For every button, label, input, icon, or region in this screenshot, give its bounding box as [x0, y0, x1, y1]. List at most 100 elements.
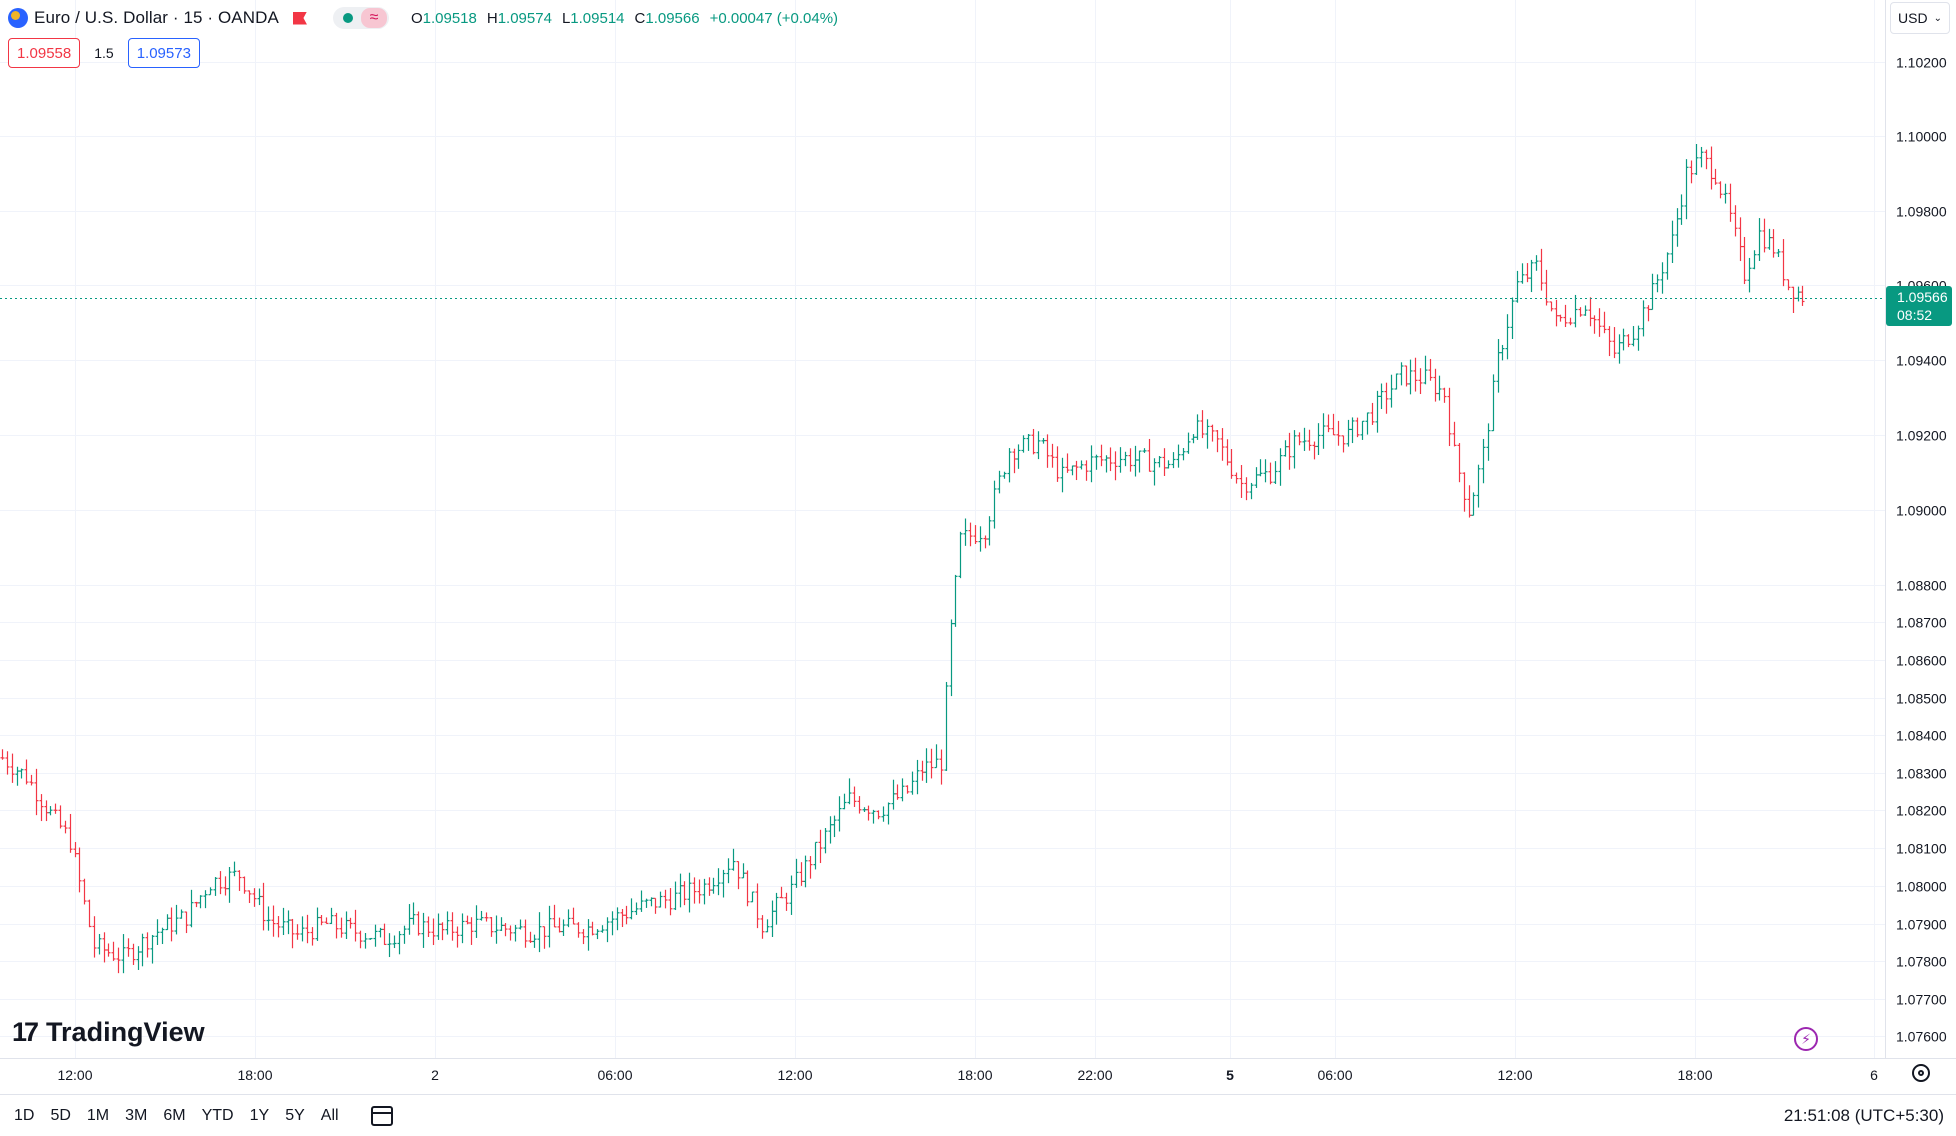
candle — [997, 470, 1002, 494]
candle — [198, 895, 203, 909]
range-5y[interactable]: 5Y — [285, 1106, 305, 1124]
candle — [1665, 252, 1670, 280]
range-all[interactable]: All — [320, 1106, 339, 1124]
candle — [68, 813, 73, 853]
candle — [1462, 472, 1467, 512]
change-value: +0.00047 (+0.04%) — [709, 9, 839, 27]
gear-icon[interactable] — [1912, 1064, 1930, 1082]
candle — [121, 934, 126, 974]
price-axis[interactable]: 1.07600 1.07700 1.07800 1.07900 1.08000 1.081… — [1896, 55, 1947, 1045]
candle — [484, 912, 489, 922]
candle — [1389, 374, 1394, 408]
candle — [1171, 452, 1176, 469]
candle — [794, 858, 799, 888]
range-1d[interactable]: 1D — [14, 1106, 35, 1124]
price-tick-label: 1.08300 — [1896, 766, 1947, 782]
candle — [958, 531, 963, 579]
candle — [329, 907, 334, 925]
candle — [1191, 434, 1196, 444]
candle — [1428, 358, 1433, 381]
candle — [581, 929, 586, 945]
candle — [1442, 387, 1447, 403]
clock[interactable]: 21:51:08 (UTC+5:30) — [1783, 1105, 1944, 1125]
candle — [910, 771, 915, 795]
candle — [77, 847, 82, 893]
candle — [334, 912, 339, 939]
candle — [1467, 485, 1472, 518]
buy-button[interactable]: 1.09573 — [127, 38, 200, 68]
range-5d[interactable]: 5D — [50, 1106, 71, 1124]
candle — [934, 744, 939, 769]
candle — [1128, 448, 1133, 472]
lightning-icon[interactable]: ⚡ — [1794, 1027, 1818, 1051]
symbol-title[interactable]: Euro / U.S. Dollar · 15 · OANDA — [34, 8, 279, 27]
candle — [1636, 325, 1641, 351]
candle — [1626, 334, 1631, 348]
candle — [1210, 424, 1215, 442]
candle — [886, 802, 891, 825]
calendar-icon[interactable] — [370, 1105, 393, 1126]
range-ytd[interactable]: YTD — [201, 1106, 234, 1124]
candle — [1379, 383, 1384, 410]
candle — [924, 748, 929, 783]
candle — [1602, 311, 1607, 334]
time-tick-label: 06:00 — [597, 1067, 632, 1083]
candle — [1312, 441, 1317, 460]
flag-icon[interactable] — [292, 11, 307, 25]
range-3m[interactable]: 3M — [125, 1106, 148, 1124]
candle — [1007, 448, 1012, 483]
candle — [1365, 412, 1370, 435]
range-6m[interactable]: 6M — [163, 1106, 186, 1124]
candle — [1220, 428, 1225, 461]
candle — [305, 914, 310, 944]
price-tick-label: 1.10000 — [1896, 129, 1947, 145]
candle — [1563, 304, 1568, 328]
candle — [58, 805, 63, 829]
candle — [494, 915, 499, 944]
candle — [595, 929, 600, 940]
time-tick-label: 12:00 — [57, 1067, 92, 1083]
candle — [295, 924, 300, 940]
currency-select[interactable]: USD ⌄ — [1890, 2, 1950, 34]
candle — [136, 946, 141, 970]
candle — [465, 915, 470, 925]
candle — [745, 870, 750, 907]
wave-icon: ≈ — [360, 8, 387, 28]
candle — [1612, 327, 1617, 359]
price-tick-label: 1.10200 — [1896, 55, 1947, 71]
candle — [847, 778, 852, 805]
candle — [1583, 305, 1588, 316]
candle — [1650, 273, 1655, 311]
candle — [300, 916, 305, 942]
range-1y[interactable]: 1Y — [249, 1106, 270, 1124]
candle — [1404, 365, 1409, 387]
candle — [1302, 427, 1307, 451]
tradingview-logo[interactable]: 17 TradingView — [12, 1016, 205, 1048]
candle — [731, 848, 736, 871]
symbol-legend[interactable]: Euro / U.S. Dollar · 15 · OANDA ≈ O1.095… — [8, 6, 838, 30]
spread-value: 1.5 — [94, 45, 114, 61]
candle — [1341, 435, 1346, 453]
candle — [639, 890, 644, 912]
time-axis[interactable]: 12:00 18:00 2 06:00 12:00 18:00 22:00 5 06:00 12:… — [57, 1067, 1878, 1083]
sell-button[interactable]: 1.09558 — [8, 38, 81, 68]
market-status-pill[interactable]: ≈ — [332, 7, 389, 29]
candle — [0, 749, 5, 760]
candle — [987, 516, 992, 546]
candle — [1418, 368, 1423, 395]
candle — [1239, 465, 1244, 498]
candle — [184, 911, 189, 934]
candle — [1757, 218, 1762, 261]
range-1m[interactable]: 1M — [86, 1106, 110, 1124]
candle — [1723, 183, 1728, 204]
candle — [1660, 262, 1665, 294]
candle — [866, 805, 871, 821]
candle — [678, 873, 683, 908]
candle — [82, 878, 87, 905]
candle — [1747, 257, 1752, 293]
price-tick-label: 1.09000 — [1896, 503, 1947, 519]
time-tick-label: 5 — [1226, 1067, 1234, 1083]
candle — [557, 917, 562, 933]
candle — [973, 525, 978, 544]
